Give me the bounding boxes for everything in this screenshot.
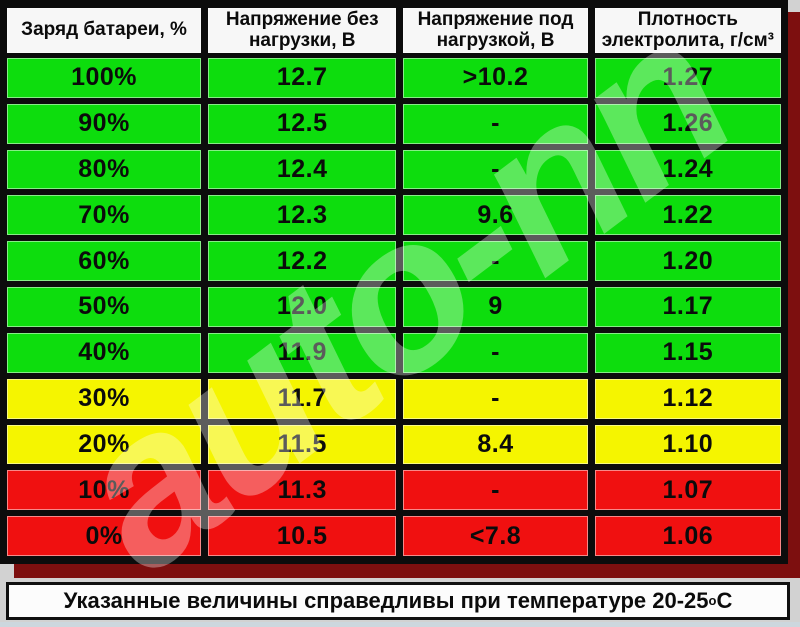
table-row: 0% 10.5 <7.8 1.06 [7,516,781,556]
table-row: 80% 12.4 - 1.24 [7,149,781,190]
col-header-density: Плотность электролита, г/см³ [594,8,781,54]
col-header-charge: Заряд батареи, % [7,8,202,54]
table-row: 60% 12.2 - 1.20 [7,241,781,282]
voltage-load-cell: - [403,241,588,282]
density-cell: 1.27 [594,58,781,98]
table-row: 70% 12.3 9.6 1.22 [7,195,781,236]
voltage-no-load-cell: 11.7 [208,378,397,419]
voltage-no-load-cell: 11.3 [208,470,397,511]
voltage-load-cell: 9.6 [403,195,588,236]
voltage-no-load-cell: 11.9 [208,332,397,373]
bottom-edge-strip [0,622,800,627]
voltage-no-load-cell: 11.5 [208,424,397,465]
voltage-load-cell: 8.4 [403,424,588,465]
temperature-note: Указанные величины справедливы при темпе… [6,582,790,620]
table-stage: Заряд батареи, % Напряжение без нагрузки… [0,0,800,580]
voltage-load-cell: - [403,149,588,190]
density-cell: 1.06 [594,516,781,556]
voltage-no-load-cell: 12.5 [208,103,397,144]
charge-cell: 50% [7,287,202,327]
charge-cell: 90% [7,103,202,144]
voltage-no-load-cell: 10.5 [208,516,397,556]
voltage-load-cell: - [403,378,588,419]
voltage-no-load-cell: 12.2 [208,241,397,282]
density-cell: 1.22 [594,195,781,236]
charge-cell: 60% [7,241,202,282]
battery-table: Заряд батареи, % Напряжение без нагрузки… [0,0,788,564]
table-row: 90% 12.5 - 1.26 [7,103,781,144]
charge-cell: 80% [7,149,202,190]
density-cell: 1.24 [594,149,781,190]
col-header-voltage-load: Напряжение под нагрузкой, В [403,8,588,54]
density-cell: 1.07 [594,470,781,511]
density-cell: 1.12 [594,378,781,419]
charge-cell: 10% [7,470,202,511]
voltage-no-load-cell: 12.3 [208,195,397,236]
temperature-unit: С [716,588,733,613]
density-cell: 1.26 [594,103,781,144]
voltage-load-cell: - [403,470,588,511]
density-cell: 1.17 [594,287,781,327]
table-row: 30% 11.7 - 1.12 [7,378,781,419]
voltage-no-load-cell: 12.7 [208,58,397,98]
table-row: 10% 11.3 - 1.07 [7,470,781,511]
charge-cell: 0% [7,516,202,556]
charge-cell: 100% [7,58,202,98]
density-cell: 1.15 [594,332,781,373]
voltage-load-cell: - [403,332,588,373]
voltage-load-cell: 9 [403,287,588,327]
table-header-row: Заряд батареи, % Напряжение без нагрузки… [7,8,781,54]
voltage-load-cell: - [403,103,588,144]
table-row: 50% 12.0 9 1.17 [7,287,781,327]
charge-cell: 70% [7,195,202,236]
voltage-load-cell: >10.2 [403,58,588,98]
temperature-note-text: Указанные величины справедливы при темпе… [63,588,709,613]
voltage-no-load-cell: 12.4 [208,149,397,190]
table-row: 40% 11.9 - 1.15 [7,332,781,373]
col-header-voltage-no-load: Напряжение без нагрузки, В [208,8,397,54]
voltage-no-load-cell: 12.0 [208,287,397,327]
table-row: 100% 12.7 >10.2 1.27 [7,58,781,98]
charge-cell: 40% [7,332,202,373]
table-row: 20% 11.5 8.4 1.10 [7,424,781,465]
density-cell: 1.20 [594,241,781,282]
voltage-load-cell: <7.8 [403,516,588,556]
charge-cell: 20% [7,424,202,465]
density-cell: 1.10 [594,424,781,465]
charge-cell: 30% [7,378,202,419]
